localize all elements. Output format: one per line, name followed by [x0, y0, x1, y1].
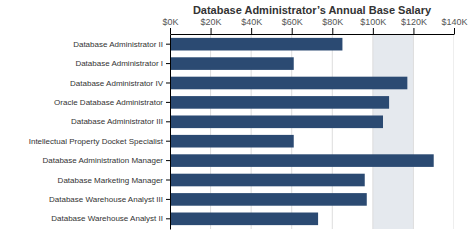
- tick-mark: [332, 28, 333, 34]
- tick-label: Database Administration Manager: [42, 156, 163, 165]
- title: Database Administrator’s Annual Base Sal…: [193, 4, 432, 16]
- tick-label: Database Administrator I: [75, 59, 163, 68]
- tick-mark: [166, 102, 170, 103]
- tick-label: $80K: [322, 17, 343, 27]
- y-tick: Database Administrator III: [71, 117, 170, 126]
- y-tick: Intellectual Property Docket Specialist: [29, 137, 170, 146]
- tick-label: Database Marketing Manager: [58, 176, 164, 185]
- x-axis: $0K $20K $40K $60K $80K $100K $120K $140K: [162, 17, 467, 35]
- bar: [170, 96, 389, 109]
- tick-label: Database Warehouse Analyst II: [51, 214, 163, 223]
- x-tick: $20K: [201, 17, 222, 34]
- tick-label: Database Administrator IV: [70, 79, 164, 88]
- y-tick: Database Warehouse Analyst II: [51, 214, 170, 223]
- x-tick: $40K: [241, 17, 262, 34]
- tick-label: $100K: [360, 17, 386, 27]
- grid: [170, 34, 454, 229]
- plot-area: [170, 34, 454, 229]
- bar: [170, 193, 367, 206]
- tick-mark: [292, 28, 293, 34]
- tick-mark: [166, 199, 170, 200]
- tick-label: $60K: [282, 17, 303, 27]
- tick-label: $40K: [241, 17, 262, 27]
- bar: [170, 213, 318, 226]
- tick-mark: [166, 121, 170, 122]
- tick-label: Oracle Database Administrator: [54, 98, 163, 107]
- bar: [170, 38, 342, 51]
- y-tick: Database Administrator IV: [70, 79, 170, 88]
- tick-label: Intellectual Property Docket Specialist: [29, 137, 164, 146]
- bar: [170, 154, 434, 167]
- tick-label: $120K: [401, 17, 427, 27]
- tick-mark: [413, 28, 414, 34]
- tick-mark: [166, 218, 170, 219]
- y-tick: Database Warehouse Analyst III: [49, 195, 170, 204]
- grid-line: [413, 34, 414, 229]
- y-axis: Database Warehouse Analyst II Database Wa…: [29, 35, 171, 230]
- x-tick: $140K: [441, 17, 467, 34]
- bar: [170, 174, 365, 187]
- tick-label: $20K: [201, 17, 222, 27]
- x-tick: $0K: [162, 17, 178, 34]
- bar: [170, 57, 294, 70]
- tick-mark: [166, 141, 170, 142]
- x-tick: $100K: [360, 17, 386, 34]
- tick-label: $0K: [162, 17, 178, 27]
- grid-line: [170, 34, 171, 229]
- tick-mark: [166, 160, 170, 161]
- chart: $0K $20K $40K $60K $80K $100K $120K $140K Databa…: [0, 0, 474, 237]
- grid-line: [454, 34, 455, 229]
- tick-mark: [454, 28, 455, 34]
- axis-line: [171, 34, 455, 35]
- x-tick: $120K: [401, 17, 427, 34]
- y-tick: Database Administrator II: [73, 40, 170, 49]
- tick-mark: [170, 28, 171, 34]
- bar: [170, 77, 407, 90]
- tick-mark: [251, 28, 252, 34]
- tick-label: Database Warehouse Analyst III: [49, 195, 163, 204]
- y-tick: Database Marketing Manager: [58, 176, 170, 185]
- tick-mark: [373, 28, 374, 34]
- tick-label: $140K: [441, 17, 467, 27]
- x-tick: $80K: [322, 17, 343, 34]
- tick-mark: [166, 82, 170, 83]
- tick-mark: [166, 63, 170, 64]
- y-tick: Database Administration Manager: [42, 156, 170, 165]
- y-tick: Database Administrator I: [75, 59, 170, 68]
- axis-line: [170, 35, 171, 230]
- tick-label: Database Administrator II: [73, 40, 163, 49]
- highlight-band: [373, 34, 414, 229]
- y-tick: Oracle Database Administrator: [54, 98, 170, 107]
- tick-label: Database Administrator III: [71, 117, 163, 126]
- bars: [170, 38, 434, 225]
- tick-mark: [211, 28, 212, 34]
- tick-mark: [166, 44, 170, 45]
- bar: [170, 115, 383, 128]
- x-tick: $60K: [282, 17, 303, 34]
- bar: [170, 135, 294, 148]
- tick-mark: [166, 180, 170, 181]
- grid-line: [372, 34, 373, 229]
